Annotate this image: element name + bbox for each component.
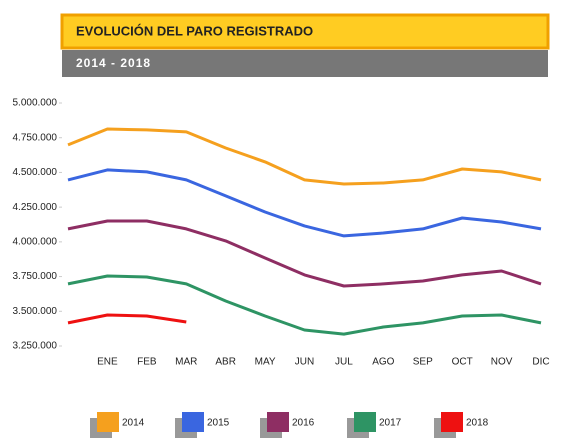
legend-label: 2018 [466, 418, 489, 429]
x-tick-label: ENE [97, 357, 118, 368]
legend-swatch [441, 412, 463, 432]
legend-label: 2016 [292, 418, 315, 429]
y-tick-label: 3.500.000 [13, 306, 58, 317]
x-tick-label: ABR [215, 357, 236, 368]
x-tick-label: OCT [452, 357, 473, 368]
legend-label: 2017 [379, 418, 402, 429]
legend-label: 2014 [122, 418, 145, 429]
chart-subtitle: 2014 - 2018 [76, 56, 151, 70]
y-tick-label: 4.750.000 [13, 132, 58, 143]
legend-swatch [267, 412, 289, 432]
series-line [67, 313, 187, 325]
subtitle-bar [62, 50, 548, 77]
x-tick-label: AGO [372, 357, 394, 368]
y-tick-label: 4.000.000 [13, 236, 58, 247]
y-tick-label: 4.250.000 [13, 202, 58, 213]
title-bar [60, 13, 550, 50]
legend-swatch [97, 412, 119, 432]
y-tick-label: 4.500.000 [13, 167, 58, 178]
series-line [67, 274, 542, 336]
y-tick-label: 3.250.000 [13, 341, 58, 352]
x-tick-label: JUN [295, 357, 314, 368]
x-tick-label: MAY [255, 357, 276, 368]
x-tick-label: MAR [175, 357, 197, 368]
series-line [67, 127, 542, 186]
x-tick-label: JUL [335, 357, 353, 368]
x-tick-label: FEB [137, 357, 157, 368]
y-tick-label: 3.750.000 [13, 271, 58, 282]
series-line [67, 168, 542, 238]
x-tick-label: DIC [532, 357, 549, 368]
x-tick-label: SEP [413, 357, 433, 368]
y-tick-label: 5.000.000 [13, 98, 58, 109]
legend-swatch [182, 412, 204, 432]
legend-swatch [354, 412, 376, 432]
legend-label: 2015 [207, 418, 230, 429]
chart-title: EVOLUCIÓN DEL PARO REGISTRADO [76, 23, 313, 38]
x-tick-label: NOV [491, 357, 513, 368]
series-line [67, 219, 542, 288]
